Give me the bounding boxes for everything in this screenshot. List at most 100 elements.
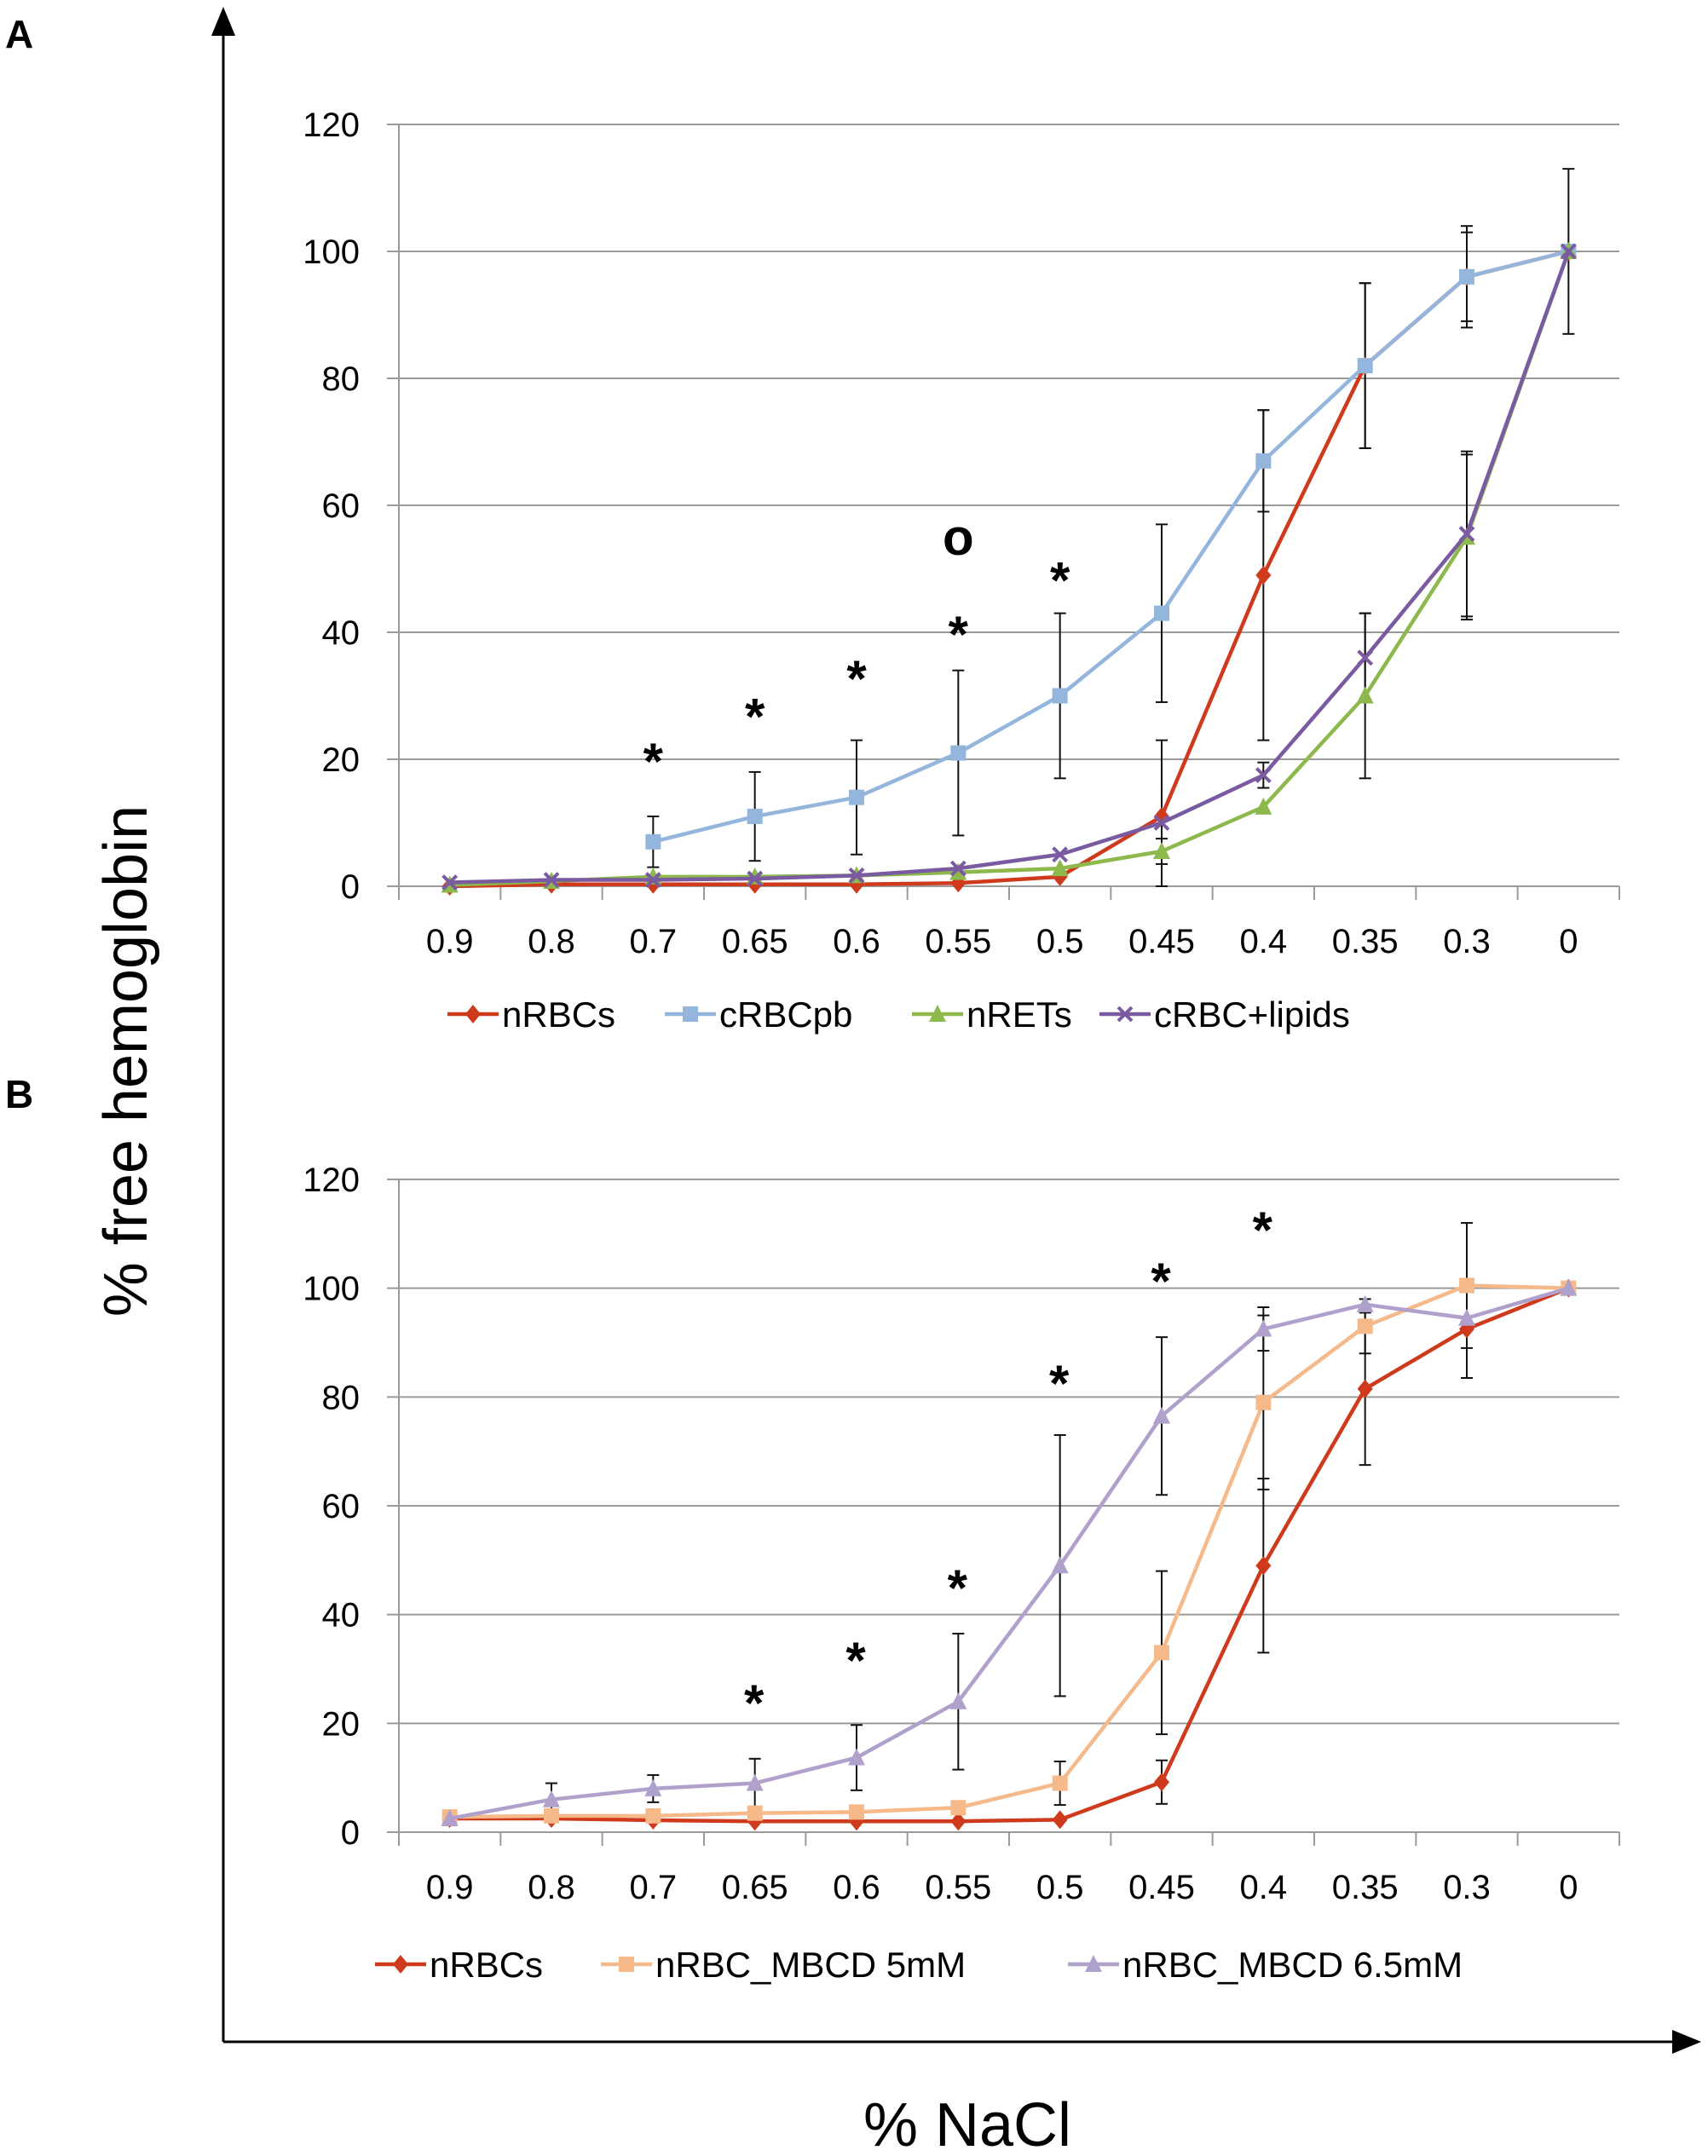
data-point [1085, 1955, 1102, 1972]
significance-star: * [846, 650, 867, 707]
x-tick-label: 0.4 [1240, 923, 1288, 960]
x-tick-label: 0.9 [426, 923, 474, 960]
data-point-stroke [949, 860, 967, 877]
data-point [645, 1807, 661, 1824]
x-tick-label: 0.7 [630, 923, 678, 960]
x-tick-label: 0.35 [1332, 923, 1399, 960]
data-point [1255, 1394, 1272, 1410]
x-tick-label: 0 [1559, 1869, 1578, 1906]
y-tick-label: 80 [322, 1379, 361, 1416]
data-point [1255, 453, 1272, 469]
significance-star: * [745, 689, 765, 746]
data-point-stroke [848, 867, 865, 884]
legend-entry: cRBCpb [665, 994, 852, 1035]
data-point [1051, 859, 1069, 877]
data-point [465, 1005, 481, 1023]
data-point [747, 1805, 763, 1821]
data-point [644, 872, 661, 888]
x-tick-label: 0.4 [1240, 1869, 1288, 1906]
panel-b-letter: B [5, 1072, 33, 1116]
data-point [929, 1005, 946, 1022]
x-tick-label: 0.65 [722, 1869, 788, 1906]
significance-star: * [845, 1632, 866, 1689]
data-point [1154, 1645, 1169, 1661]
data-point [1560, 243, 1577, 260]
data-point [949, 1692, 967, 1709]
data-point [1052, 688, 1068, 704]
data-point [746, 1773, 764, 1791]
data-point [848, 1748, 865, 1766]
panel-b-chart: 0 20 40 60 80 100 120 0.9 0.8 0.7 0.65 0.6 0.55 0.5 0.… [303, 1162, 1620, 1985]
data-point [441, 1809, 459, 1827]
data-point [1255, 1319, 1272, 1337]
legend-entry: nRETs [912, 994, 1072, 1035]
significance-star: * [1253, 1202, 1273, 1259]
series-line [449, 249, 1569, 889]
series-line [449, 251, 1571, 887]
data-point [1052, 1810, 1068, 1830]
data-point [1357, 358, 1373, 374]
data-point [1357, 1379, 1373, 1398]
series-line [652, 249, 1569, 845]
x-tick-label: 0.45 [1128, 1869, 1195, 1906]
x-tick-label: 0.6 [833, 1869, 880, 1906]
y-tick-label: 100 [303, 233, 360, 271]
y-tick-label: 120 [303, 1162, 360, 1199]
x-tick-label: 0.55 [925, 1869, 991, 1906]
y-tick-label: 120 [303, 107, 360, 144]
y-tick-label: 20 [322, 741, 361, 779]
data-point [543, 1790, 560, 1807]
data-point [849, 1804, 864, 1820]
data-point [441, 874, 459, 891]
x-tick-label: 0.65 [722, 923, 788, 960]
data-point [849, 789, 864, 805]
x-tick-label: 0.5 [1036, 923, 1084, 960]
data-point [950, 745, 967, 761]
y-tick-label: 20 [322, 1705, 361, 1743]
data-point [747, 809, 763, 825]
data-point [1051, 1556, 1069, 1574]
data-point [1458, 1308, 1475, 1326]
x-tick-label: 0.8 [528, 1869, 575, 1906]
data-point [644, 1778, 662, 1796]
series-line [449, 1283, 1569, 1819]
data-point [1052, 846, 1069, 863]
data-point [1153, 815, 1170, 831]
data-point [1255, 1556, 1272, 1576]
legend-label: cRBCpb [719, 994, 852, 1035]
panel-a-letter: A [5, 12, 33, 56]
legend-entry: nRBCs [447, 994, 615, 1035]
legend-entry: nRBC_MBCD 6.5mM [1068, 1945, 1463, 1985]
data-point [1153, 842, 1170, 860]
data-point [1357, 1318, 1373, 1335]
data-point [1560, 1278, 1578, 1296]
legend-label: nRBCs [502, 994, 615, 1035]
y-tick-label: 60 [322, 1488, 361, 1525]
data-point [393, 1955, 408, 1974]
legend-entry: nRBC_MBCD 5mM [601, 1945, 966, 1985]
data-point [1255, 797, 1272, 815]
legend-label: nRBC_MBCD 6.5mM [1122, 1945, 1463, 1985]
x-tick-label: 0.45 [1128, 923, 1195, 960]
data-point-stroke [1458, 526, 1475, 542]
data-point [645, 833, 661, 850]
outer-x-arrowhead [1672, 2030, 1701, 2054]
outer-y-arrowhead [211, 7, 235, 36]
data-point [950, 1800, 967, 1816]
data-point [619, 1957, 634, 1972]
y-tick-label: 40 [322, 614, 361, 652]
x-tick-label: 0.6 [833, 923, 880, 960]
legend-entry: cRBC+lipids [1099, 994, 1350, 1035]
y-tick-label: 60 [322, 487, 361, 525]
y-tick-label: 100 [303, 1271, 360, 1308]
data-point [747, 870, 764, 887]
data-point [848, 867, 865, 884]
data-point [1255, 565, 1272, 585]
panel-a-chart: 0 20 40 60 80 100 120 0.9 0.8 0.7 0.65 0.6 0.55 0.5 0.… [303, 107, 1620, 1035]
y-tick-label: 0 [341, 868, 360, 906]
data-point [1458, 526, 1475, 542]
data-point [1154, 1773, 1169, 1792]
data-point [1356, 1294, 1374, 1312]
data-point [1117, 1006, 1134, 1023]
